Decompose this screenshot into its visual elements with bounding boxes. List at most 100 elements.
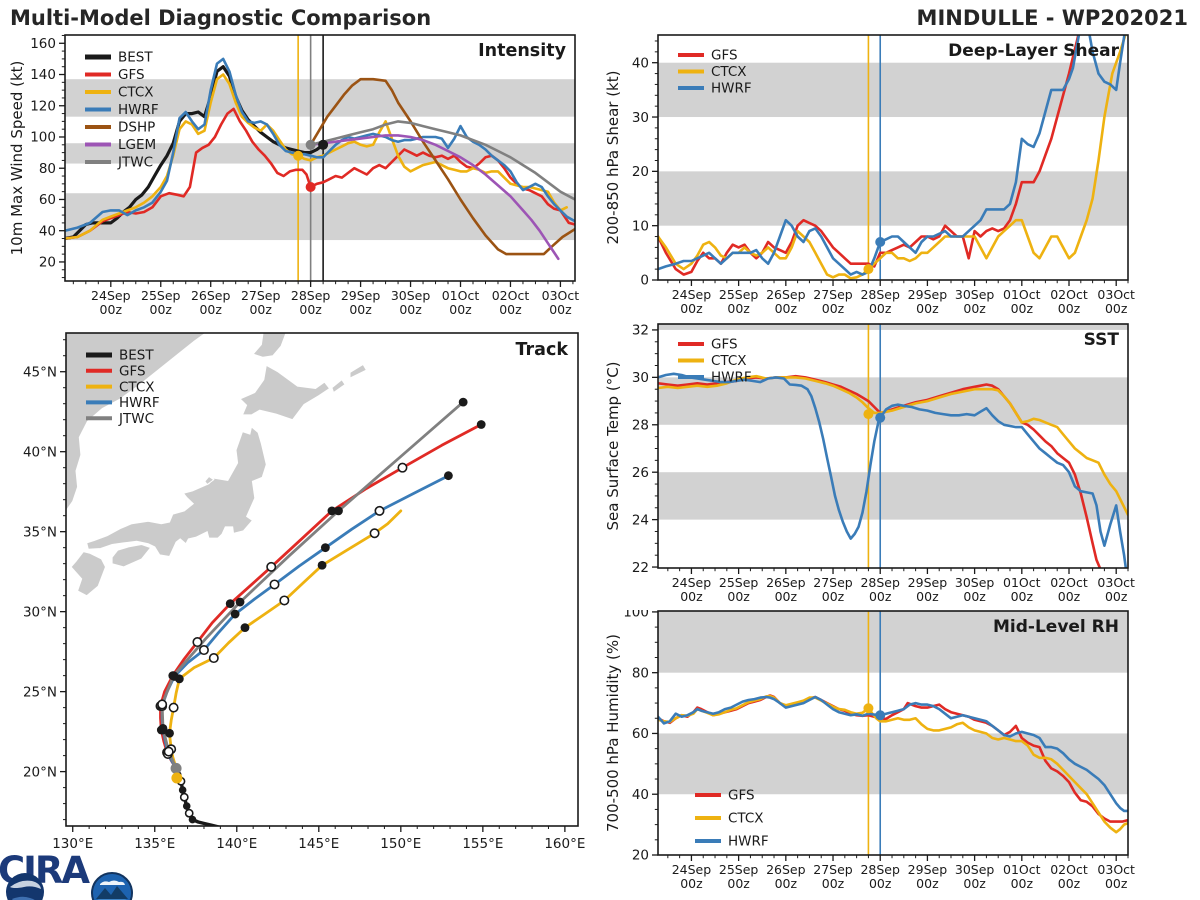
svg-text:40: 40 (632, 55, 649, 71)
marker-00z (458, 397, 468, 407)
svg-text:SST: SST (1084, 330, 1120, 350)
svg-text:00z: 00z (449, 302, 472, 317)
track-map-chart: 130°E 135°E 140°E 145°E 150°E 155°E 160°E 20°N 2… (23, 332, 585, 852)
svg-text:20: 20 (632, 848, 649, 864)
svg-text:40: 40 (632, 787, 649, 803)
svg-text:26Sep: 26Sep (766, 862, 806, 877)
sst-plot: 24Sep00z25Sep00z26Sep00z27Sep00z28Sep00z… (604, 323, 1135, 604)
svg-text:25Sep: 25Sep (719, 862, 759, 877)
series-HWRF (65, 57, 575, 232)
svg-text:145°E: 145°E (298, 836, 339, 852)
svg-text:25Sep: 25Sep (141, 288, 181, 303)
svg-text:00z: 00z (963, 589, 986, 604)
svg-text:00z: 00z (1105, 301, 1128, 316)
svg-text:160: 160 (30, 36, 56, 52)
svg-text:26Sep: 26Sep (191, 288, 231, 303)
svg-text:10: 10 (632, 218, 649, 234)
svg-text:BEST: BEST (118, 50, 153, 66)
svg-text:10m Max Wind Speed (kt): 10m Max Wind Speed (kt) (8, 61, 26, 256)
marker-12z (163, 746, 174, 757)
land-polygon (204, 475, 215, 486)
svg-text:00z: 00z (916, 301, 939, 316)
svg-text:29Sep: 29Sep (341, 288, 381, 303)
marker-00z (320, 543, 330, 553)
svg-text:80: 80 (632, 665, 649, 681)
svg-text:24Sep: 24Sep (672, 287, 712, 302)
series-JTWC (309, 120, 575, 201)
svg-text:80: 80 (39, 161, 56, 177)
svg-text:01Oct: 01Oct (1003, 287, 1041, 302)
svg-text:29Sep: 29Sep (908, 575, 948, 590)
marker-00z (327, 506, 337, 516)
marker-00z (182, 802, 191, 810)
svg-text:00z: 00z (727, 876, 750, 891)
svg-text:20°N: 20°N (23, 764, 57, 780)
series-DSHP (309, 77, 575, 256)
track-plot: 130°E 135°E 140°E 145°E 150°E 155°E 160°E 20°N 2… (23, 332, 585, 852)
svg-text:25Sep: 25Sep (719, 575, 759, 590)
svg-text:02Oct: 02Oct (1050, 287, 1088, 302)
init-dot-CTCX (863, 703, 874, 714)
svg-text:26: 26 (632, 465, 649, 481)
series-LGEM (309, 134, 560, 261)
svg-text:Mid-Level RH: Mid-Level RH (993, 617, 1119, 637)
svg-text:24: 24 (632, 512, 649, 528)
svg-text:140: 140 (30, 67, 56, 83)
svg-text:LGEM: LGEM (118, 137, 156, 153)
svg-text:29Sep: 29Sep (908, 862, 948, 877)
svg-text:BEST: BEST (119, 348, 154, 364)
land-polygon (349, 363, 368, 379)
init-dot-CTCX (863, 409, 874, 420)
svg-text:GFS: GFS (119, 364, 146, 380)
svg-text:00z: 00z (775, 301, 798, 316)
svg-text:200-850 hPa Shear (kt): 200-850 hPa Shear (kt) (604, 71, 622, 245)
svg-text:28Sep: 28Sep (291, 288, 331, 303)
svg-text:0: 0 (640, 273, 649, 289)
svg-text:30Sep: 30Sep (955, 862, 995, 877)
svg-text:00z: 00z (199, 302, 222, 317)
init-dot-HWRF (875, 412, 886, 423)
svg-text:30°N: 30°N (23, 604, 57, 620)
svg-text:00z: 00z (249, 302, 272, 317)
marker-00z (165, 728, 174, 738)
marker-00z (476, 420, 486, 429)
marker-12z (397, 462, 408, 473)
svg-text:Intensity: Intensity (478, 41, 566, 61)
storm-id-title: MINDULLE - WP202021 (916, 6, 1188, 30)
svg-text:25Sep: 25Sep (719, 287, 759, 302)
init-dot-CTCX (293, 150, 304, 161)
svg-text:CTCX: CTCX (118, 85, 154, 101)
marker-00z (188, 815, 197, 824)
marker-12z (374, 505, 385, 516)
svg-text:100: 100 (30, 130, 56, 146)
svg-text:00z: 00z (963, 876, 986, 891)
svg-text:00z: 00z (727, 301, 750, 316)
svg-text:00z: 00z (963, 301, 986, 316)
svg-text:00z: 00z (150, 302, 173, 317)
marker-12z (168, 702, 179, 713)
series-HWRF (658, 695, 1128, 813)
init-position-CTCX (171, 772, 183, 784)
marker-12z (198, 645, 209, 656)
svg-text:00z: 00z (680, 589, 703, 604)
land-polygon (252, 333, 287, 358)
svg-text:02Oct: 02Oct (492, 288, 530, 303)
svg-text:CTCX: CTCX (119, 379, 155, 395)
svg-text:45°N: 45°N (23, 364, 57, 380)
marker-00z (169, 671, 179, 681)
svg-text:GFS: GFS (118, 67, 145, 83)
svg-text:28Sep: 28Sep (860, 575, 900, 590)
svg-text:00z: 00z (822, 589, 845, 604)
marker-00z (178, 786, 187, 794)
svg-text:135°E: 135°E (134, 836, 175, 852)
svg-text:60: 60 (632, 726, 649, 742)
svg-text:00z: 00z (680, 301, 703, 316)
svg-text:24Sep: 24Sep (672, 862, 712, 877)
svg-text:Track: Track (516, 340, 569, 360)
svg-text:00z: 00z (349, 302, 372, 317)
marker-12z (369, 528, 380, 539)
svg-text:00z: 00z (549, 302, 572, 317)
series-HWRF (658, 35, 1126, 276)
marker-00z (158, 724, 168, 733)
series-CTCX (658, 35, 1127, 280)
